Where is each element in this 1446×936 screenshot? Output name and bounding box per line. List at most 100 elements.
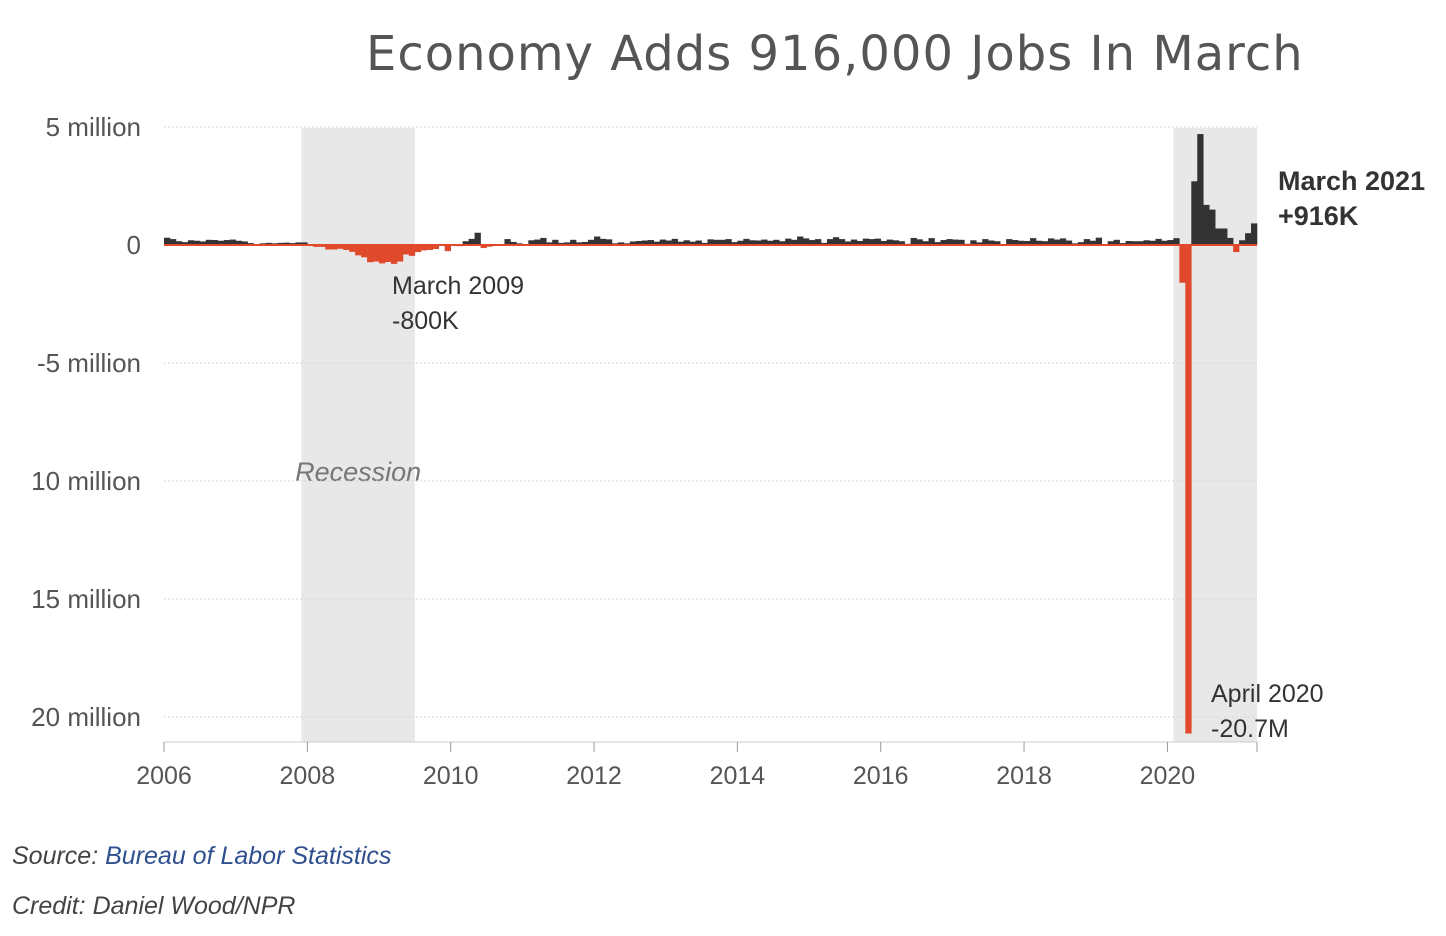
bar	[1185, 245, 1192, 734]
bar	[1030, 238, 1037, 245]
bar	[1077, 242, 1085, 245]
bar	[1113, 239, 1120, 245]
x-tick-label: 2020	[1140, 762, 1196, 790]
bar	[564, 242, 571, 245]
bar	[755, 240, 762, 245]
y-tick-label: 5 million	[46, 112, 141, 142]
bar	[791, 239, 798, 245]
bar	[576, 242, 583, 245]
bar	[719, 239, 726, 245]
y-tick-label: 20 million	[31, 702, 141, 732]
x-tick-label: 2010	[423, 762, 479, 790]
x-tick-label: 2016	[853, 762, 909, 790]
bar	[379, 245, 386, 264]
bar	[384, 245, 392, 262]
bar	[826, 239, 834, 245]
bar	[940, 240, 947, 245]
bar	[862, 238, 870, 245]
bar	[1239, 240, 1246, 245]
bar	[1047, 238, 1055, 245]
bar	[713, 239, 720, 245]
bar	[468, 238, 475, 245]
bar	[361, 245, 368, 258]
bar	[349, 245, 356, 252]
bar	[552, 239, 559, 245]
annotation-line2: -20.7M	[1211, 715, 1289, 743]
source-link[interactable]: Bureau of Labor Statistics	[105, 842, 392, 870]
bar	[462, 241, 469, 245]
bar	[337, 245, 344, 249]
bar	[426, 245, 434, 250]
bar	[1161, 240, 1168, 245]
bar	[546, 242, 553, 245]
bar	[820, 242, 828, 245]
bar	[850, 239, 858, 245]
bar	[952, 239, 959, 245]
y-tick-label: 0	[127, 230, 141, 260]
bar	[1191, 181, 1198, 245]
bar	[301, 242, 308, 245]
bar	[229, 239, 236, 245]
annotation-line1: March 2009	[392, 272, 524, 300]
bar	[331, 245, 338, 250]
bar	[856, 240, 864, 245]
bar	[396, 245, 404, 262]
bar	[928, 238, 935, 245]
bar	[874, 238, 882, 245]
bar	[671, 238, 678, 245]
bar	[558, 242, 565, 245]
bar	[647, 240, 655, 245]
x-tick-label: 2014	[710, 762, 766, 790]
bar	[809, 240, 816, 245]
bar	[994, 241, 1001, 245]
bar	[295, 242, 302, 245]
bar	[1251, 223, 1258, 245]
bar	[1018, 240, 1025, 245]
bar	[1006, 239, 1013, 245]
bar	[355, 245, 362, 256]
bar	[767, 240, 774, 245]
chart-title: Economy Adds 916,000 Jobs In March	[366, 26, 1304, 82]
bar	[582, 241, 589, 245]
bar	[677, 241, 684, 245]
bar	[910, 237, 917, 245]
bar	[181, 242, 189, 245]
bar	[988, 240, 995, 245]
bar	[892, 240, 899, 245]
bar	[886, 239, 893, 245]
bar	[588, 239, 595, 245]
bar	[659, 239, 667, 245]
bar	[1197, 134, 1204, 245]
bar	[223, 240, 230, 245]
bar	[958, 239, 965, 245]
bar	[803, 238, 810, 245]
bar	[605, 239, 613, 245]
bar	[241, 241, 248, 245]
bar	[773, 239, 780, 245]
bar	[570, 239, 577, 245]
bar	[164, 237, 171, 245]
bar	[600, 238, 607, 245]
annotation-line1: April 2020	[1211, 680, 1324, 708]
bar	[373, 245, 380, 262]
bar	[1149, 240, 1156, 245]
bar	[629, 241, 637, 245]
bar	[540, 237, 547, 245]
bar	[832, 237, 840, 245]
bar	[1209, 209, 1216, 245]
bar	[1065, 240, 1073, 245]
bar	[1036, 240, 1043, 245]
bar	[916, 239, 923, 245]
bar	[689, 241, 696, 245]
bar	[1143, 240, 1150, 245]
x-tick-label: 2012	[566, 762, 622, 790]
x-tick-label: 2006	[136, 762, 192, 790]
bar	[193, 240, 201, 245]
y-tick-label: -5 million	[37, 348, 141, 378]
x-tick-label: 2008	[280, 762, 336, 790]
bar	[749, 240, 756, 245]
x-tick-label: 2018	[996, 762, 1052, 790]
bar	[1095, 237, 1103, 245]
bar	[528, 240, 535, 245]
